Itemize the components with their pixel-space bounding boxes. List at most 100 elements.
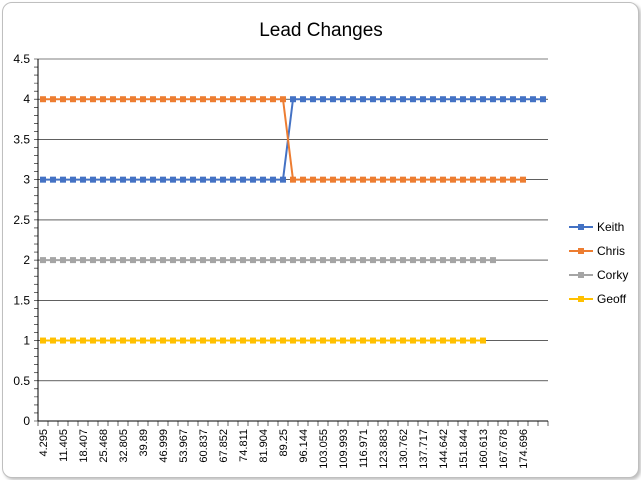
data-point — [320, 337, 326, 344]
data-point — [420, 337, 426, 344]
data-point — [470, 96, 476, 103]
data-point — [290, 96, 296, 103]
data-point — [260, 96, 266, 103]
x-tick-label: 60.837 — [198, 429, 210, 463]
x-tick-label: 25.468 — [98, 429, 110, 463]
x-tick-label: 96.144 — [298, 429, 310, 463]
data-point — [310, 96, 316, 103]
x-tick-label: 39.89 — [138, 429, 150, 457]
data-point — [70, 96, 76, 103]
x-tick-label: 167.678 — [498, 429, 510, 469]
data-point — [370, 337, 376, 344]
data-point — [530, 96, 536, 103]
x-tick-label: 32.805 — [118, 429, 130, 463]
data-point — [70, 337, 76, 344]
x-tick-label: 151.844 — [458, 429, 470, 469]
data-point — [350, 337, 356, 344]
data-point — [440, 96, 446, 103]
data-point — [80, 96, 86, 103]
data-point — [150, 257, 156, 264]
x-tick-label: 53.967 — [178, 429, 190, 463]
legend-label: Chris — [597, 244, 625, 258]
data-point — [270, 337, 276, 344]
data-point — [460, 176, 466, 183]
x-tick-label: 103.055 — [318, 429, 330, 469]
y-tick-label: 2.5 — [13, 213, 30, 227]
data-point — [330, 257, 336, 264]
legend-label: Geoff — [597, 292, 627, 306]
data-point — [460, 257, 466, 264]
data-point — [370, 176, 376, 183]
data-point — [300, 337, 306, 344]
data-point — [380, 96, 386, 103]
data-point — [300, 257, 306, 264]
data-point — [380, 176, 386, 183]
x-tick-label: 67.852 — [218, 429, 230, 463]
data-point — [60, 176, 66, 183]
data-point — [220, 96, 226, 103]
data-point — [400, 257, 406, 264]
x-tick-label: 81.904 — [258, 429, 270, 463]
legend: Keith Chris Corky Geoff — [569, 220, 628, 306]
data-point — [280, 257, 286, 264]
y-tick-label: 1 — [23, 334, 30, 348]
data-point — [450, 257, 456, 264]
data-point — [60, 337, 66, 344]
y-tick-label: 4 — [23, 92, 30, 106]
data-point — [330, 96, 336, 103]
data-point — [130, 176, 136, 183]
x-tick-label: 130.762 — [398, 429, 410, 469]
data-point — [440, 257, 446, 264]
data-point — [390, 96, 396, 103]
data-point — [230, 176, 236, 183]
data-point — [270, 176, 276, 183]
data-point — [120, 176, 126, 183]
data-point — [240, 176, 246, 183]
data-point — [200, 176, 206, 183]
x-axis: 4.295 11.405 18.407 25.468 32.805 39.89 46.999… — [34, 58, 549, 469]
data-point — [180, 337, 186, 344]
data-point — [190, 257, 196, 264]
data-point — [140, 257, 146, 264]
data-point — [440, 337, 446, 344]
data-point — [100, 96, 106, 103]
y-tick-label: 3 — [23, 173, 30, 187]
data-point — [150, 176, 156, 183]
data-point — [170, 257, 176, 264]
data-point — [160, 176, 166, 183]
data-point — [40, 337, 46, 344]
legend-item-geoff: Geoff — [569, 292, 627, 306]
data-point — [80, 337, 86, 344]
data-point — [110, 337, 116, 344]
data-point — [200, 257, 206, 264]
data-point — [310, 257, 316, 264]
data-point — [480, 337, 486, 344]
data-point — [90, 96, 96, 103]
x-tick-label: 46.999 — [158, 429, 170, 463]
data-point — [230, 257, 236, 264]
data-point — [170, 176, 176, 183]
data-point — [340, 257, 346, 264]
data-point — [320, 176, 326, 183]
data-point — [100, 257, 106, 264]
data-point — [160, 257, 166, 264]
data-point — [490, 257, 496, 264]
data-point — [130, 96, 136, 103]
data-point — [430, 337, 436, 344]
data-point — [490, 176, 496, 183]
data-point — [110, 257, 116, 264]
data-point — [340, 176, 346, 183]
legend-marker — [578, 272, 584, 278]
data-point — [430, 176, 436, 183]
data-point — [310, 176, 316, 183]
data-point — [270, 257, 276, 264]
data-point — [440, 176, 446, 183]
legend-item-corky: Corky — [569, 268, 628, 282]
data-point — [80, 176, 86, 183]
data-point — [200, 96, 206, 103]
legend-item-chris: Chris — [569, 244, 625, 258]
data-point — [220, 337, 226, 344]
legend-label: Keith — [597, 220, 624, 234]
data-point — [430, 257, 436, 264]
